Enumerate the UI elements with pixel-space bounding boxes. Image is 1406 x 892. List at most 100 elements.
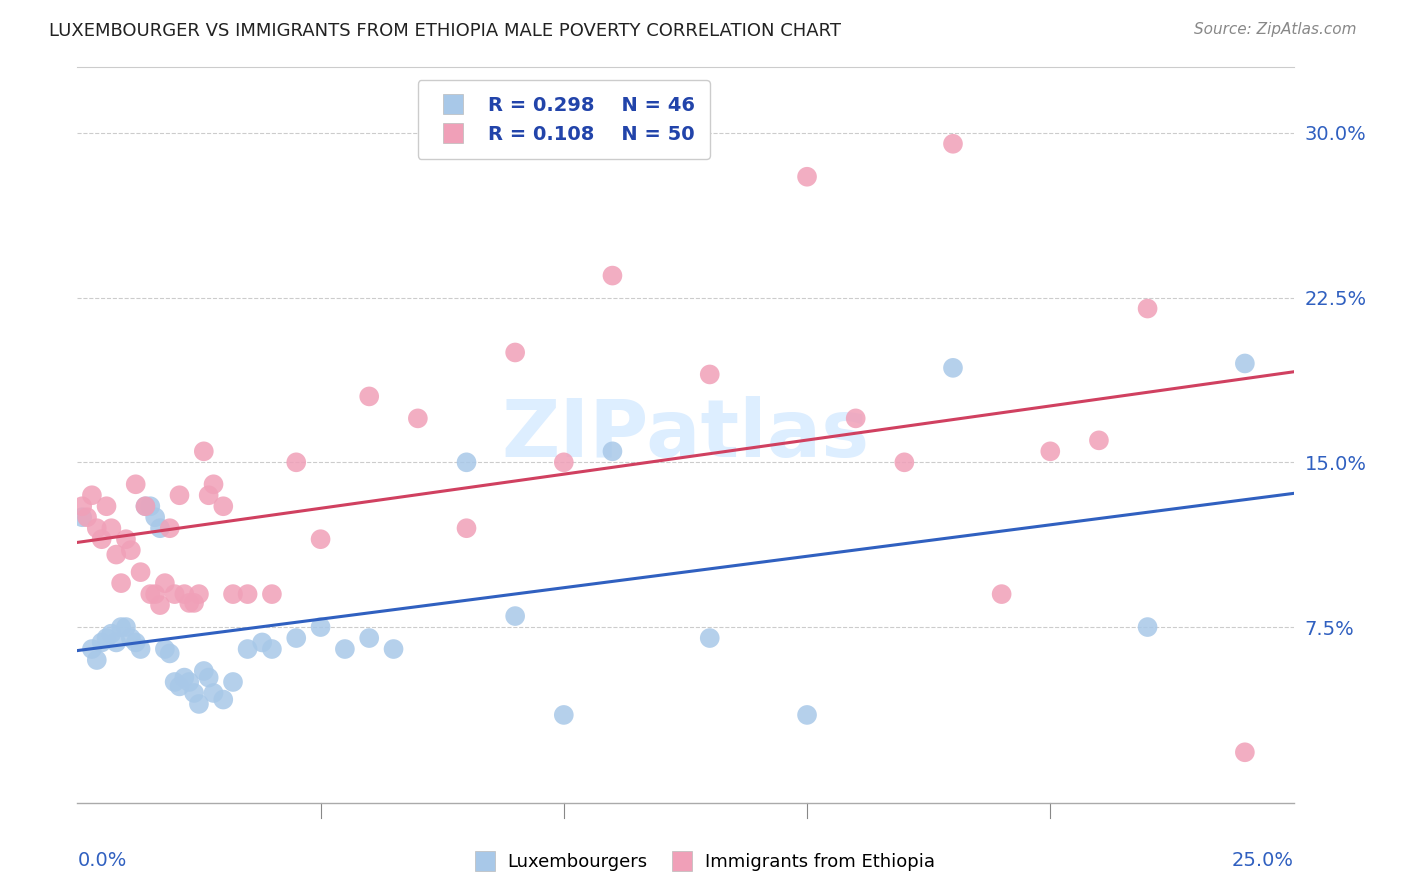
- Point: [129, 565, 152, 579]
- Point: [990, 587, 1012, 601]
- Point: [197, 488, 219, 502]
- Point: [845, 411, 868, 425]
- Point: [100, 626, 122, 640]
- Point: [163, 587, 186, 601]
- Point: [125, 477, 148, 491]
- Point: [699, 368, 721, 382]
- Point: [76, 510, 98, 524]
- Point: [96, 500, 118, 514]
- Point: [250, 635, 273, 649]
- Point: [149, 598, 172, 612]
- Point: [359, 631, 381, 645]
- Point: [159, 521, 181, 535]
- Point: [179, 596, 201, 610]
- Point: [183, 686, 205, 700]
- Point: [222, 587, 245, 601]
- Point: [169, 488, 191, 502]
- Point: [90, 635, 112, 649]
- Point: [285, 455, 308, 469]
- Point: [179, 675, 201, 690]
- Point: [115, 532, 138, 546]
- Point: [1233, 745, 1256, 759]
- Point: [236, 587, 259, 601]
- Point: [893, 455, 915, 469]
- Point: [193, 664, 215, 678]
- Text: LUXEMBOURGER VS IMMIGRANTS FROM ETHIOPIA MALE POVERTY CORRELATION CHART: LUXEMBOURGER VS IMMIGRANTS FROM ETHIOPIA…: [49, 22, 841, 40]
- Point: [602, 268, 624, 283]
- Point: [942, 360, 965, 375]
- Point: [110, 620, 132, 634]
- Point: [1233, 356, 1256, 370]
- Point: [503, 609, 526, 624]
- Point: [309, 532, 332, 546]
- Point: [143, 587, 166, 601]
- Point: [129, 642, 152, 657]
- Point: [115, 620, 138, 634]
- Point: [285, 631, 308, 645]
- Point: [110, 576, 132, 591]
- Point: [456, 521, 478, 535]
- Point: [197, 671, 219, 685]
- Point: [70, 500, 93, 514]
- Point: [163, 675, 186, 690]
- Point: [139, 500, 162, 514]
- Point: [602, 444, 624, 458]
- Point: [1039, 444, 1062, 458]
- Point: [134, 500, 156, 514]
- Point: [80, 488, 103, 502]
- Text: Source: ZipAtlas.com: Source: ZipAtlas.com: [1194, 22, 1357, 37]
- Point: [456, 455, 478, 469]
- Point: [222, 675, 245, 690]
- Point: [188, 587, 211, 601]
- Text: ZIPatlas: ZIPatlas: [502, 396, 869, 474]
- Point: [143, 510, 166, 524]
- Legend: R = 0.298    N = 46, R = 0.108    N = 50: R = 0.298 N = 46, R = 0.108 N = 50: [418, 80, 710, 159]
- Point: [173, 587, 195, 601]
- Point: [120, 631, 142, 645]
- Point: [553, 707, 575, 722]
- Point: [153, 576, 176, 591]
- Point: [309, 620, 332, 634]
- Point: [212, 692, 235, 706]
- Point: [553, 455, 575, 469]
- Point: [173, 671, 195, 685]
- Point: [1136, 301, 1159, 316]
- Point: [105, 548, 128, 562]
- Point: [159, 647, 181, 661]
- Point: [406, 411, 429, 425]
- Point: [236, 642, 259, 657]
- Point: [105, 635, 128, 649]
- Point: [212, 500, 235, 514]
- Point: [125, 635, 148, 649]
- Point: [169, 679, 191, 693]
- Point: [96, 631, 118, 645]
- Point: [193, 444, 215, 458]
- Point: [188, 697, 211, 711]
- Point: [699, 631, 721, 645]
- Point: [202, 477, 225, 491]
- Legend: Luxembourgers, Immigrants from Ethiopia: Luxembourgers, Immigrants from Ethiopia: [464, 847, 942, 879]
- Point: [100, 521, 122, 535]
- Point: [153, 642, 176, 657]
- Point: [333, 642, 356, 657]
- Point: [202, 686, 225, 700]
- Point: [86, 653, 108, 667]
- Point: [120, 543, 142, 558]
- Point: [134, 500, 156, 514]
- Point: [1136, 620, 1159, 634]
- Point: [70, 510, 93, 524]
- Point: [796, 707, 818, 722]
- Point: [260, 642, 283, 657]
- Text: 0.0%: 0.0%: [77, 851, 127, 870]
- Point: [90, 532, 112, 546]
- Point: [139, 587, 162, 601]
- Point: [86, 521, 108, 535]
- Point: [183, 596, 205, 610]
- Point: [796, 169, 818, 184]
- Point: [359, 389, 381, 403]
- Text: 25.0%: 25.0%: [1232, 851, 1294, 870]
- Point: [260, 587, 283, 601]
- Point: [382, 642, 405, 657]
- Point: [1088, 434, 1111, 448]
- Point: [80, 642, 103, 657]
